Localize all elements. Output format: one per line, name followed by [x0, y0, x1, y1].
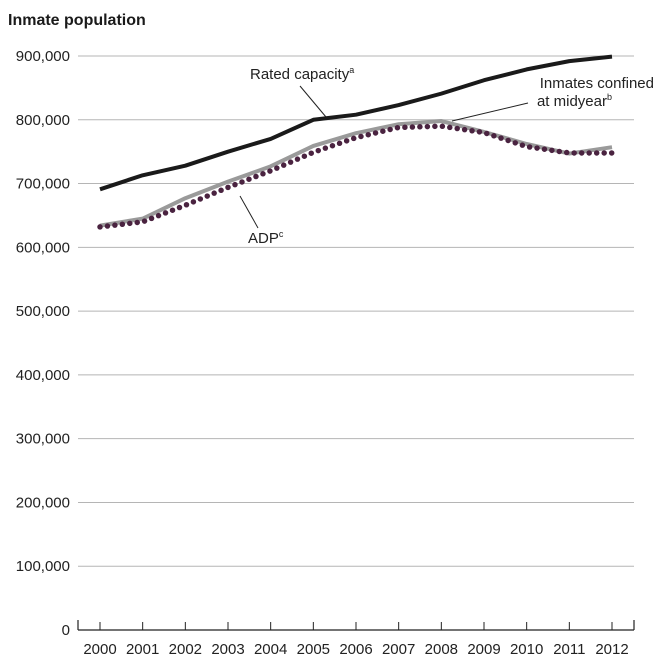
y-tick-label: 0 — [62, 622, 70, 639]
annotation-leader — [300, 86, 326, 117]
series — [100, 57, 612, 227]
x-tick-label: 2006 — [339, 641, 372, 658]
y-tick-label: 400,000 — [16, 367, 70, 384]
x-tick-label: 2011 — [553, 641, 585, 658]
y-tick-label: 900,000 — [16, 48, 70, 65]
annotation-leader — [240, 196, 258, 228]
x-tick-label: 2001 — [126, 641, 159, 658]
y-tick-label: 200,000 — [16, 494, 70, 511]
annotation-inmates-line2: at midyearb — [537, 92, 612, 110]
x-tick-label: 2009 — [467, 641, 500, 658]
series-inmates-confined-at-midyear — [100, 121, 612, 226]
y-tick-label: 300,000 — [16, 431, 70, 448]
x-tick-label: 2010 — [510, 641, 543, 658]
annotation-leader — [452, 103, 528, 121]
y-tick-label: 100,000 — [16, 558, 70, 575]
y-tick-label: 600,000 — [16, 239, 70, 256]
y-axis-title: Inmate population — [8, 12, 146, 30]
x-tick-label: 2005 — [297, 641, 330, 658]
x-tick-label: 2002 — [169, 641, 202, 658]
x-tick-label: 2004 — [254, 641, 287, 658]
x-tick-label: 2008 — [425, 641, 458, 658]
series-line — [100, 126, 612, 227]
x-tick-label: 2000 — [83, 641, 116, 658]
y-tick-label: 800,000 — [16, 112, 70, 129]
annotation-adp: ADPc — [248, 229, 284, 247]
series-adp — [100, 126, 612, 227]
annotation-inmates-line1: Inmates confined — [540, 75, 654, 92]
series-line — [100, 121, 612, 226]
series-line — [100, 57, 612, 190]
y-tick-label: 700,000 — [16, 176, 70, 193]
annotation-rated-capacity: Rated capacitya — [250, 65, 354, 83]
y-tick-label: 500,000 — [16, 303, 70, 320]
x-tick-label: 2003 — [211, 641, 244, 658]
x-tick-label: 2007 — [382, 641, 415, 658]
series-rated-capacity — [100, 57, 612, 190]
x-tick-label: 2012 — [595, 641, 628, 658]
